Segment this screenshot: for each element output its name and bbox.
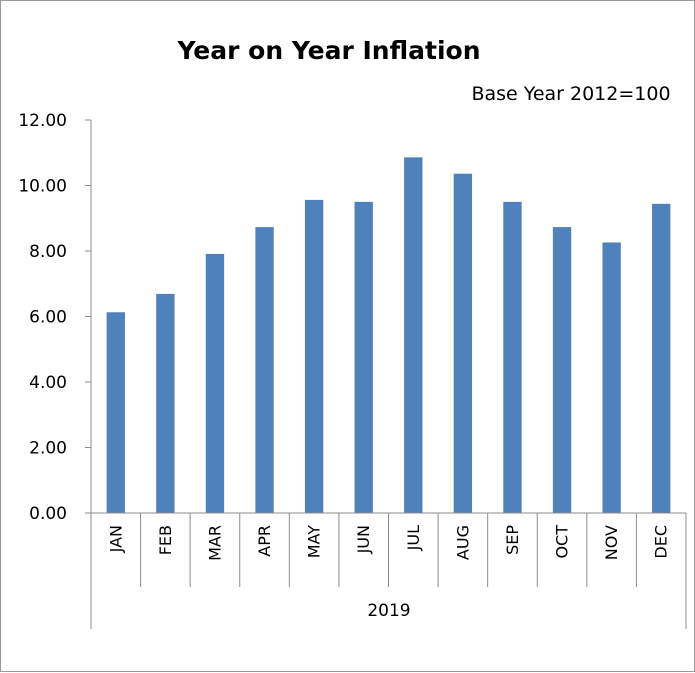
y-tick-label: 8.00: [29, 242, 67, 262]
bar-apr: [255, 227, 274, 513]
x-tick-label-jan: JAN: [106, 525, 125, 553]
y-tick-label: 12.00: [18, 111, 67, 131]
bar-jul: [404, 157, 423, 513]
x-tick-label-may: MAY: [305, 525, 324, 559]
x-tick-label-nov: NOV: [602, 525, 621, 560]
x-tick-label-jun: JUN: [354, 525, 373, 554]
bar-may: [304, 199, 324, 513]
y-tick-label: 4.00: [29, 373, 67, 393]
y-tick-label: 0.00: [29, 504, 67, 524]
bar-dec: [652, 203, 671, 513]
y-tick-label: 6.00: [29, 308, 67, 328]
bar-aug: [453, 173, 473, 513]
bar-sep: [503, 201, 522, 513]
x-tick-label-dec: DEC: [652, 525, 671, 559]
x-tick-label-jul: JUL: [404, 525, 423, 551]
bar-jun: [354, 201, 373, 513]
bar-jan: [106, 312, 125, 513]
bar-nov: [602, 242, 621, 514]
x-axis: JAN FEB MAR APR MAY JUN JUL AUG SEP OCT NOV DEC: [90, 512, 687, 629]
y-tick-label: 10.00: [18, 177, 67, 197]
x-tick-label-feb: FEB: [156, 525, 175, 555]
x-tick-label-oct: OCT: [553, 525, 572, 559]
x-tick-label-apr: APR: [255, 525, 274, 557]
x-group-label: 2019: [367, 601, 410, 621]
y-tick-label: 2.00: [29, 439, 67, 459]
x-tick-label-mar: MAR: [205, 525, 224, 561]
bars: [106, 157, 671, 514]
x-tick-label-sep: SEP: [503, 525, 522, 555]
x-tick-label-aug: AUG: [453, 525, 472, 560]
bar-feb: [156, 293, 175, 513]
chart-title: Year on Year Inflation: [176, 36, 480, 65]
bar-oct: [552, 227, 572, 513]
y-axis: 0.00 2.00 4.00 6.00 8.00 10.00 12.00: [18, 111, 92, 524]
bar-mar: [205, 253, 225, 513]
chart-subtitle: Base Year 2012=100: [471, 83, 670, 105]
